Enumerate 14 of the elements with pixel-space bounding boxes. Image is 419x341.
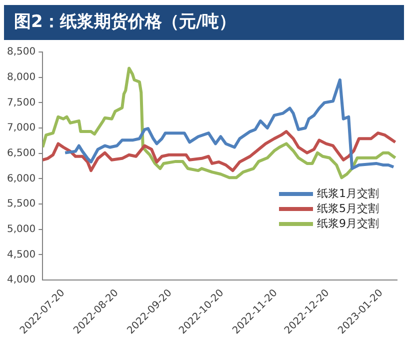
y-tick-label: 6,000 [6, 173, 36, 184]
y-tick-label: 6,500 [6, 148, 36, 159]
legend-label: 纸浆5月交割 [317, 201, 379, 216]
y-tick-label: 7,500 [6, 97, 36, 108]
y-tick-label: 5,500 [6, 198, 36, 210]
y-tick-label: 5,000 [6, 224, 36, 235]
legend-label: 纸浆9月交割 [317, 216, 379, 231]
chart-title: 图2：纸浆期货价格（元/吨） [4, 5, 404, 40]
y-tick-label: 8,000 [6, 72, 36, 83]
y-tick-label: 7,000 [6, 122, 36, 134]
y-tick-label: 4,500 [6, 249, 36, 260]
y-tick-label: 8,500 [6, 46, 36, 58]
legend-label: 纸浆1月交割 [317, 186, 379, 201]
y-tick-label: 4,000 [6, 274, 36, 286]
